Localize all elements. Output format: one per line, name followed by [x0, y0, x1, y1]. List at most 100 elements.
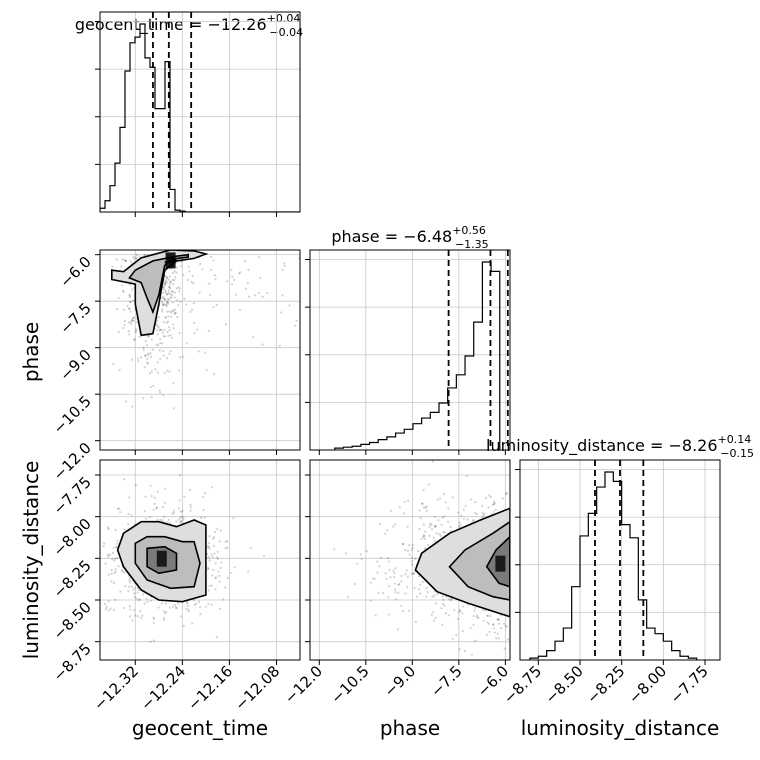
- sample-point: [457, 511, 460, 514]
- sample-point: [149, 599, 152, 602]
- sample-point: [422, 534, 425, 537]
- sample-point: [122, 606, 126, 610]
- sample-point: [168, 282, 172, 286]
- sample-point: [134, 614, 137, 617]
- sample-point: [165, 301, 169, 304]
- contour-line-3: [164, 259, 177, 264]
- sample-point: [103, 602, 107, 606]
- sample-point: [172, 309, 175, 312]
- x-tick-label: −7.75: [667, 662, 712, 707]
- sample-point: [395, 598, 398, 601]
- sample-point: [442, 530, 445, 534]
- sample-point: [204, 605, 207, 608]
- sample-point: [158, 349, 161, 352]
- sample-point: [412, 572, 416, 575]
- sample-point: [410, 556, 414, 560]
- sample-point: [415, 595, 419, 598]
- sample-point: [182, 516, 185, 519]
- x-tick-label: −12.16: [184, 662, 236, 714]
- sample-point: [425, 505, 428, 508]
- sample-point: [164, 282, 167, 285]
- x-axis-label-luminosity-distance: luminosity_distance: [521, 716, 720, 740]
- sample-point: [162, 320, 165, 324]
- sample-point: [173, 296, 176, 299]
- sample-point: [128, 577, 132, 580]
- sample-point: [116, 542, 119, 545]
- sample-point: [360, 557, 363, 560]
- sample-point: [179, 521, 182, 524]
- sample-point: [447, 507, 450, 510]
- sample-point: [174, 276, 177, 279]
- sample-point: [165, 275, 168, 279]
- sample-point: [388, 613, 391, 616]
- sample-point: [150, 370, 153, 373]
- sample-point: [168, 606, 172, 609]
- sample-point: [208, 547, 211, 550]
- sample-point: [449, 529, 453, 533]
- sample-point: [167, 291, 171, 295]
- sample-point: [429, 522, 432, 525]
- sample-point: [389, 509, 392, 512]
- sample-point: [119, 511, 122, 514]
- sample-point: [406, 525, 409, 528]
- sample-point: [171, 301, 174, 304]
- y-tick-label: −8.50: [50, 598, 95, 643]
- sample-point: [158, 389, 161, 392]
- sample-point: [394, 591, 397, 594]
- sample-point: [175, 287, 179, 290]
- sample-point: [122, 290, 125, 294]
- sample-point: [179, 287, 182, 290]
- sample-point: [124, 259, 127, 262]
- sample-point: [161, 342, 164, 345]
- sample-point: [207, 602, 210, 605]
- sample-point: [193, 603, 196, 607]
- sample-point: [218, 607, 222, 610]
- sample-point: [216, 527, 219, 531]
- sample-point: [208, 559, 211, 562]
- sample-point: [164, 316, 167, 319]
- sample-point: [431, 460, 434, 463]
- sample-point: [163, 284, 166, 287]
- sample-point: [170, 290, 174, 293]
- sample-point: [377, 591, 380, 595]
- sample-point: [136, 357, 139, 360]
- sample-point: [146, 362, 150, 365]
- sample-point: [112, 609, 116, 612]
- y-tick-label: −8.00: [50, 515, 95, 560]
- sample-point: [156, 319, 159, 322]
- sample-point: [187, 265, 190, 268]
- sample-point: [113, 571, 116, 574]
- sample-point: [496, 618, 499, 621]
- sample-point: [178, 290, 181, 293]
- sample-point: [229, 571, 233, 574]
- sample-point: [404, 573, 407, 576]
- sample-point: [113, 598, 117, 601]
- sample-point: [161, 295, 165, 298]
- sample-point: [179, 473, 182, 477]
- sample-point: [167, 334, 170, 337]
- sample-point: [239, 271, 242, 274]
- sample-point: [202, 508, 205, 512]
- sample-point: [410, 563, 414, 566]
- sample-point: [493, 502, 496, 505]
- sample-point: [166, 293, 169, 296]
- sample-point: [346, 595, 350, 599]
- sample-point: [133, 608, 136, 611]
- sample-point: [172, 327, 175, 330]
- sample-point: [425, 587, 428, 590]
- sample-point: [195, 602, 198, 605]
- sample-point: [131, 405, 134, 408]
- sample-point: [207, 589, 210, 592]
- sample-point: [177, 602, 180, 605]
- sample-point: [169, 293, 173, 296]
- sample-point: [505, 492, 508, 495]
- sample-point: [168, 325, 171, 329]
- sample-point: [365, 550, 368, 553]
- sample-point: [481, 608, 484, 612]
- sample-point: [178, 369, 181, 372]
- sample-point: [107, 600, 110, 603]
- sample-point: [110, 568, 113, 572]
- sample-point: [177, 518, 180, 521]
- sample-point: [493, 631, 497, 634]
- sample-point: [132, 588, 135, 591]
